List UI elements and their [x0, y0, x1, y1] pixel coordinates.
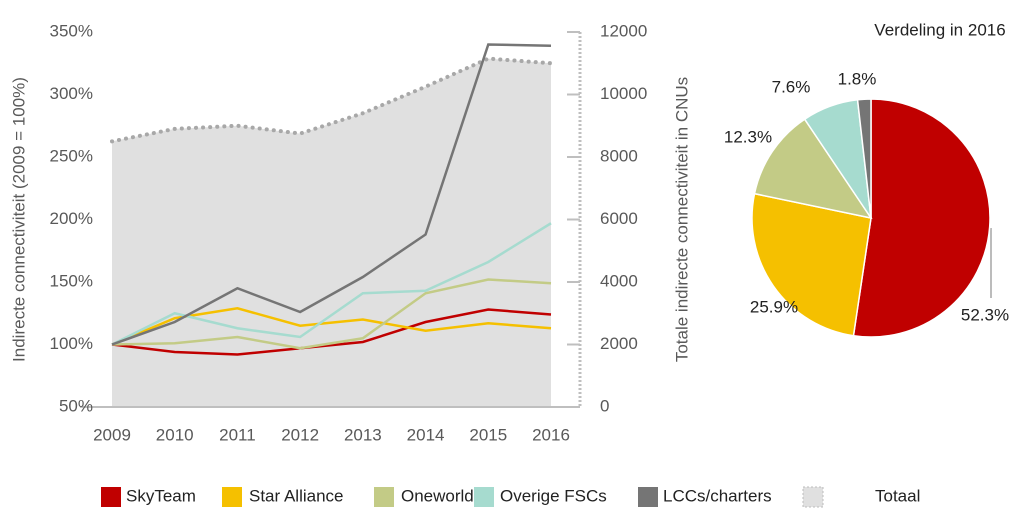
- y-tick-label: 50%: [59, 396, 93, 415]
- pie-label: 1.8%: [838, 69, 877, 88]
- line: [111, 308, 552, 356]
- x-tick-label: 2010: [156, 425, 194, 444]
- pie-title: Verdeling in 2016: [874, 20, 1005, 39]
- line: [111, 278, 552, 350]
- pie-label: 12.3%: [724, 127, 772, 146]
- y-tick-label: 100%: [50, 334, 93, 353]
- area: [112, 58, 551, 407]
- pie-label: 52.3%: [961, 305, 1009, 324]
- pie-label: 7.6%: [772, 77, 811, 96]
- y2-tick-label: 0: [600, 396, 609, 415]
- y2-axis-label: Totale indirecte connectiviteit in CNUs: [672, 77, 691, 362]
- y2-tick-label: 12000: [600, 21, 647, 40]
- y-axis-label: Indirecte connectiviteit (2009 = 100%): [9, 77, 28, 362]
- y2-tick-label: 6000: [600, 209, 638, 228]
- y-tick-label: 150%: [50, 271, 93, 290]
- x-tick-label: 2016: [532, 425, 570, 444]
- pie-label: 25.9%: [750, 297, 798, 316]
- legend-label: LCCs/charters: [663, 486, 772, 505]
- x-tick-label: 2015: [469, 425, 507, 444]
- x-tick-label: 2014: [407, 425, 445, 444]
- x-tick-label: 2012: [281, 425, 319, 444]
- x-tick-label: 2009: [93, 425, 131, 444]
- legend-swatch: [374, 487, 394, 507]
- y2-tick-label: 2000: [600, 334, 638, 353]
- y-tick-label: 250%: [50, 146, 93, 165]
- pie-slice: [856, 98, 872, 219]
- line: [111, 43, 552, 346]
- legend-label: SkyTeam: [126, 486, 196, 505]
- x-tick-label: 2013: [344, 425, 382, 444]
- y2-tick-label: 4000: [600, 271, 638, 290]
- legend-swatch: [638, 487, 658, 507]
- y-tick-label: 350%: [50, 21, 93, 40]
- legend-swatch: [222, 487, 242, 507]
- pie-slice: [753, 118, 873, 220]
- y2-tick-label: 8000: [600, 146, 638, 165]
- legend-swatch: [474, 487, 494, 507]
- pie-slice: [852, 98, 991, 338]
- legend-label: Totaal: [875, 486, 920, 505]
- y2-tick-label: 10000: [600, 84, 647, 103]
- y-tick-label: 200%: [50, 209, 93, 228]
- legend-label: Overige FSCs: [500, 486, 607, 505]
- x-tick-label: 2011: [219, 425, 256, 444]
- legend-swatch: [802, 486, 824, 508]
- pie-slice: [751, 192, 872, 337]
- legend-label: Oneworld: [401, 486, 474, 505]
- y-tick-label: 300%: [50, 84, 93, 103]
- legend-label: Star Alliance: [249, 486, 344, 505]
- legend-swatch: [101, 487, 121, 507]
